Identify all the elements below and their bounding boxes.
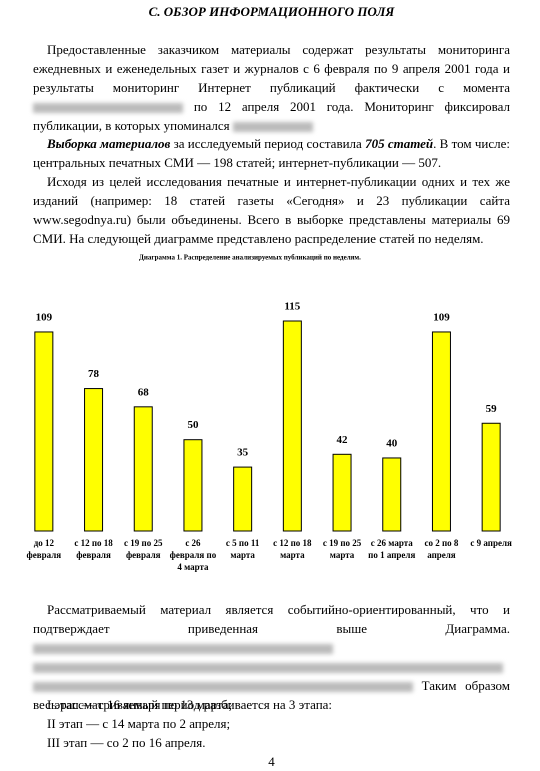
bar: [84, 388, 104, 532]
bar: [183, 439, 203, 532]
text: Рассматриваемый материал является событи…: [33, 602, 510, 636]
bar: [332, 453, 352, 532]
bar: [133, 406, 153, 532]
x-tick-label: с 9 апреля: [470, 538, 512, 548]
value-label: 59: [486, 403, 498, 415]
bar: [382, 457, 402, 532]
x-tick-label: с 12 по 18 марта: [273, 538, 312, 560]
value-label: 78: [88, 368, 100, 380]
value-label: 109: [36, 311, 53, 323]
paragraph: Рассматриваемый материал является событи…: [33, 600, 510, 714]
stage: I этап — с 16 января по 13 марта;: [47, 697, 233, 712]
heading: C. ОБЗОР ИНФОРМАЦИОННОГО ПОЛЯ: [33, 2, 510, 21]
paragraph: Выборка материалов за исследуемый период…: [33, 134, 510, 172]
x-tick-label: с 26 февраля по 4 марта: [169, 538, 217, 572]
value-label: 115: [284, 301, 300, 313]
x-tick-label: с 19 по 25 февраля: [124, 538, 163, 560]
value-label: 42: [337, 434, 349, 446]
chart-title: Диаграмма 1. Распределение анализируемых…: [139, 254, 361, 262]
value-label: 68: [138, 386, 150, 398]
text: Предоставленные заказчиком материалы сод…: [33, 42, 510, 95]
value-label: 50: [187, 419, 199, 431]
value-label: 109: [433, 311, 450, 323]
paragraph: Исходя из целей исследования печатные и …: [33, 174, 510, 246]
redacted: [33, 682, 413, 693]
text: Выборка материалов: [47, 136, 171, 151]
redacted: [232, 122, 313, 133]
bar: [282, 320, 302, 532]
bar: [34, 331, 54, 532]
redacted: [33, 103, 183, 114]
page-number: 4: [268, 754, 275, 769]
value-label: 35: [237, 447, 249, 459]
x-tick-label: с 12 по 18 февраля: [74, 538, 113, 560]
text: . В том числе: центральных печатных СМИ …: [33, 136, 511, 170]
x-tick-label: с 19 по 25 марта: [322, 538, 362, 560]
bar: [481, 422, 501, 532]
bar: [233, 466, 253, 532]
bar: [431, 331, 451, 532]
x-tick-label: с 5 по 11 марта: [225, 538, 260, 560]
redacted: [33, 663, 503, 674]
x-tick-label: со 2 по 8 апреля: [424, 538, 459, 560]
chart: Диаграмма 1. Распределение анализируемых…: [34, 254, 501, 532]
value-label: 40: [386, 437, 398, 449]
text: 705 статей: [365, 136, 434, 151]
paragraph: Предоставленные заказчиком материалы сод…: [33, 40, 510, 135]
stage-list: I этап — с 16 января по 13 марта; II эта…: [47, 695, 524, 752]
stage: II этап — с 14 марта по 2 апреля;: [47, 716, 231, 731]
heading-text: C. ОБЗОР ИНФОРМАЦИОННОГО ПОЛЯ: [148, 4, 395, 19]
text: за исследуемый период составила: [173, 136, 362, 151]
stage: III этап — со 2 по 16 апреля.: [47, 735, 206, 750]
x-tick-label: до 12 февраля: [26, 538, 62, 560]
text: по 12 апреля 2001 года. Мониторинг фикси…: [33, 99, 510, 133]
text: Таким образом весь рассматриваемый перио…: [33, 678, 510, 712]
x-tick-label: с 26 марта по 1 апреля: [368, 538, 416, 560]
redacted: [33, 644, 333, 655]
